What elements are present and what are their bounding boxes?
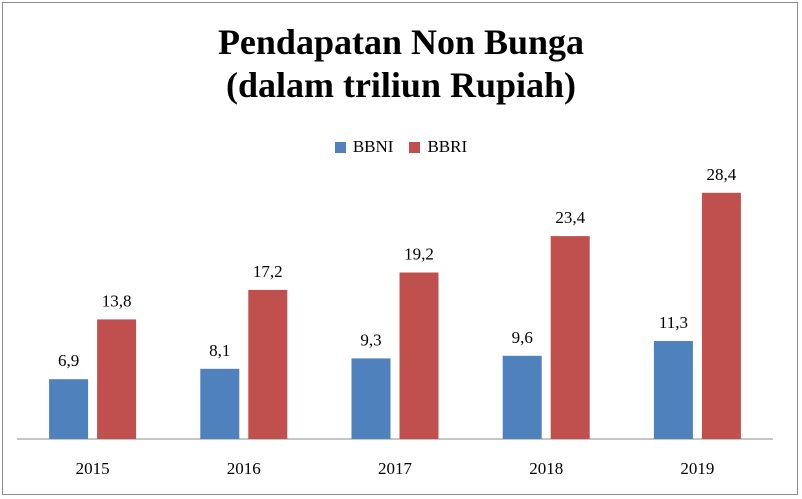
data-label-bbri-2015: 13,8: [102, 291, 132, 310]
bar-bbri-2018: [550, 236, 590, 439]
bar-bbri-2019: [701, 192, 741, 439]
x-tick-label-2015: 2015: [76, 459, 110, 478]
data-label-bbni-2019: 11,3: [659, 313, 688, 332]
data-label-bbri-2017: 19,2: [404, 245, 434, 264]
legend-item-bbri: BBRI: [409, 137, 467, 157]
bar-bbni-2018: [502, 355, 542, 439]
data-label-bbni-2016: 8,1: [209, 341, 230, 360]
chart-title-line-2: (dalam triliun Rupiah): [225, 65, 577, 105]
data-label-bbni-2015: 6,9: [58, 351, 79, 370]
legend-swatch-bbri: [409, 141, 421, 153]
data-label-bbri-2018: 23,4: [555, 208, 585, 227]
legend-label-bbni: BBNI: [352, 137, 394, 156]
chart-legend: BBNI BBRI: [3, 137, 799, 157]
bar-bbni-2017: [351, 358, 391, 439]
x-tick-label-2018: 2018: [529, 459, 563, 478]
bar-bbni-2019: [653, 341, 693, 439]
data-label-bbni-2018: 9,6: [512, 328, 533, 347]
chart-plot-area: 6,9 13,8 2015 8,1 17,2 2016 9,3 19,2 2017 9,6 23,4…: [17, 165, 773, 478]
x-tick-label-2017: 2017: [378, 459, 413, 478]
data-label-bbri-2019: 28,4: [707, 165, 737, 184]
bar-bbni-2015: [49, 379, 89, 439]
bar-bbri-2015: [97, 319, 137, 439]
legend-item-bbni: BBNI: [334, 137, 394, 157]
x-tick-label-2016: 2016: [227, 459, 261, 478]
bar-bbri-2016: [248, 289, 288, 439]
x-tick-label-2019: 2019: [680, 459, 714, 478]
legend-label-bbri: BBRI: [427, 137, 468, 156]
legend-swatch-bbni: [334, 141, 346, 153]
bar-bbni-2016: [200, 368, 240, 439]
chart-title: Pendapatan Non Bunga (dalam triliun Rupi…: [3, 21, 799, 107]
bar-bbri-2017: [399, 272, 439, 439]
data-label-bbri-2016: 17,2: [253, 262, 283, 281]
chart-title-line-1: Pendapatan Non Bunga: [217, 22, 585, 62]
data-label-bbni-2017: 9,3: [360, 330, 381, 349]
